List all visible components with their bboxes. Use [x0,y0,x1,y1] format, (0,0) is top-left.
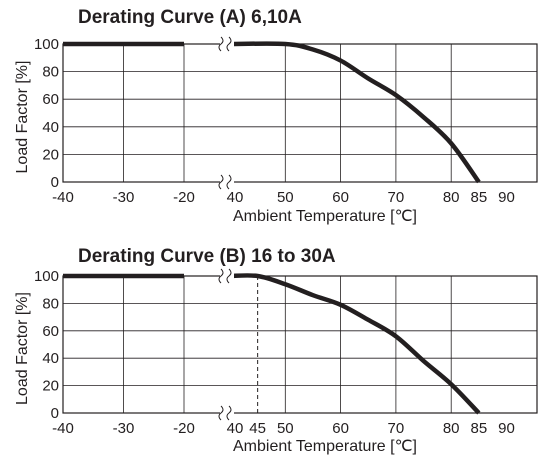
chart-title: Derating Curve (B) 16 to 30A [78,246,336,267]
x-tick-label: 60 [332,420,349,437]
x-tick-label: 85 [471,420,488,437]
x-axis-label: Ambient Temperature [℃] [233,438,417,455]
y-tick-label: 20 [42,146,59,163]
y-tick-label: 100 [34,268,59,285]
x-tick-label: 90 [498,189,515,206]
axis-break-mark [218,405,224,421]
axis-break-mark [218,36,224,52]
derating-curve [63,41,481,184]
axis-break-mark [226,405,232,421]
x-tick-label: 70 [388,420,405,437]
x-tick-label: -20 [173,189,195,206]
axis-break-mark [226,268,232,284]
x-tick-label: 40 [227,189,244,206]
x-tick-label: -30 [113,189,135,206]
y-tick-label: 0 [51,405,59,422]
x-tick-label: 40 [227,420,244,437]
x-tick-label: 85 [471,189,488,206]
y-tick-label: 80 [42,295,59,312]
x-tick-label: -20 [173,420,195,437]
x-tick-label: 50 [277,189,294,206]
x-tick-label: -30 [113,420,135,437]
x-tick-label: 80 [443,420,460,437]
x-axis-label: Ambient Temperature [℃] [233,208,417,225]
chart-a: Derating Curve (A) 6,10A 0 20 40 60 80 100 -40 -… [14,7,538,225]
derating-curve [63,273,481,415]
x-tick-label: -40 [52,420,74,437]
chart-title: Derating Curve (A) 6,10A [78,7,302,28]
y-tick-label: 20 [42,378,59,395]
x-tick-label: 80 [443,189,460,206]
axis-break-mark [226,36,232,52]
x-tick-label: -40 [52,189,74,206]
plot-frame [62,275,538,414]
axis-break-mark [226,174,232,190]
y-axis-label: Load Factor [%] [14,61,31,174]
y-tick-label: 40 [42,119,59,136]
x-tick-label: 45 [249,420,266,437]
y-tick-label: 40 [42,350,59,367]
y-tick-label: 60 [42,323,59,340]
y-tick-label: 100 [34,36,59,53]
x-tick-label: 50 [277,420,294,437]
x-tick-label: 70 [388,189,405,206]
axis-break-mark [218,268,224,284]
axis-break-mark [218,174,224,190]
x-tick-label: 60 [332,189,349,206]
chart-b: Derating Curve (B) 16 to 30A 0 20 40 60 80 100… [14,246,538,455]
y-tick-label: 80 [42,64,59,81]
y-axis-label: Load Factor [%] [14,292,31,405]
y-tick-label: 60 [42,91,59,108]
y-tick-label: 0 [51,174,59,191]
x-tick-label: 90 [498,420,515,437]
